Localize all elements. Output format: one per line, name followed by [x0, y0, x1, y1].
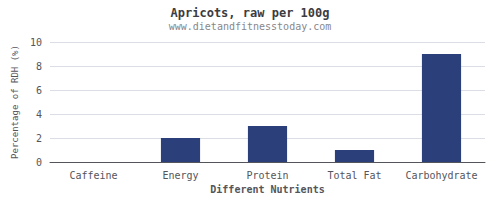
svg-text:Protein: Protein — [246, 170, 288, 181]
svg-text:Carbohydrate: Carbohydrate — [405, 170, 477, 181]
svg-text:Different Nutrients: Different Nutrients — [210, 184, 324, 195]
svg-text:Apricots, raw per 100g: Apricots, raw per 100g — [171, 6, 330, 20]
svg-text:Caffeine: Caffeine — [69, 170, 117, 181]
svg-text:6: 6 — [36, 85, 42, 96]
svg-text:Energy: Energy — [162, 170, 198, 181]
svg-text:Percentage of RDH (%): Percentage of RDH (%) — [10, 45, 20, 159]
svg-text:2: 2 — [36, 133, 42, 144]
svg-text:Total Fat: Total Fat — [327, 170, 381, 181]
svg-text:4: 4 — [36, 109, 42, 120]
svg-text:www.dietandfitnesstoday.com: www.dietandfitnesstoday.com — [169, 21, 332, 32]
svg-text:0: 0 — [36, 157, 42, 168]
svg-text:10: 10 — [30, 37, 42, 48]
svg-text:8: 8 — [36, 61, 42, 72]
